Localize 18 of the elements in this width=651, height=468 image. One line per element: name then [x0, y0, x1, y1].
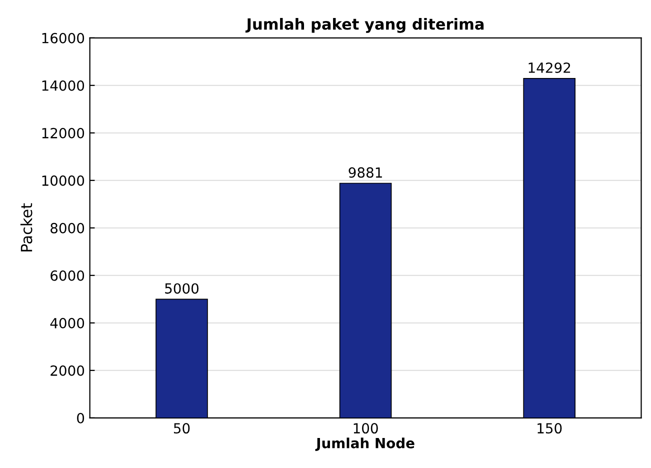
y-tick-label: 12000	[42, 128, 84, 138]
data-label: 14292	[528, 62, 570, 74]
y-axis-title: Packet	[20, 203, 32, 252]
x-tick-label: 100	[354, 423, 378, 434]
x-tick-label: 50	[174, 423, 190, 434]
data-label: 5000	[165, 283, 198, 294]
x-axis-title: Jumlah Node	[315, 438, 414, 451]
y-tick-label: 8000	[50, 222, 84, 234]
y-tick-label: 16000	[42, 32, 84, 44]
y-tick-label: 10000	[42, 175, 84, 186]
x-tick-label: 150	[538, 423, 562, 434]
y-tick-label: 6000	[50, 270, 84, 281]
chart-title: Jumlah paket yang diterima	[245, 18, 484, 33]
y-tick-label: 14000	[42, 80, 84, 91]
y-tick-label: 2000	[50, 365, 84, 376]
y-tick-label: 4000	[50, 318, 84, 328]
data-label: 9881	[348, 167, 382, 178]
y-tick-label: 0	[77, 412, 84, 424]
